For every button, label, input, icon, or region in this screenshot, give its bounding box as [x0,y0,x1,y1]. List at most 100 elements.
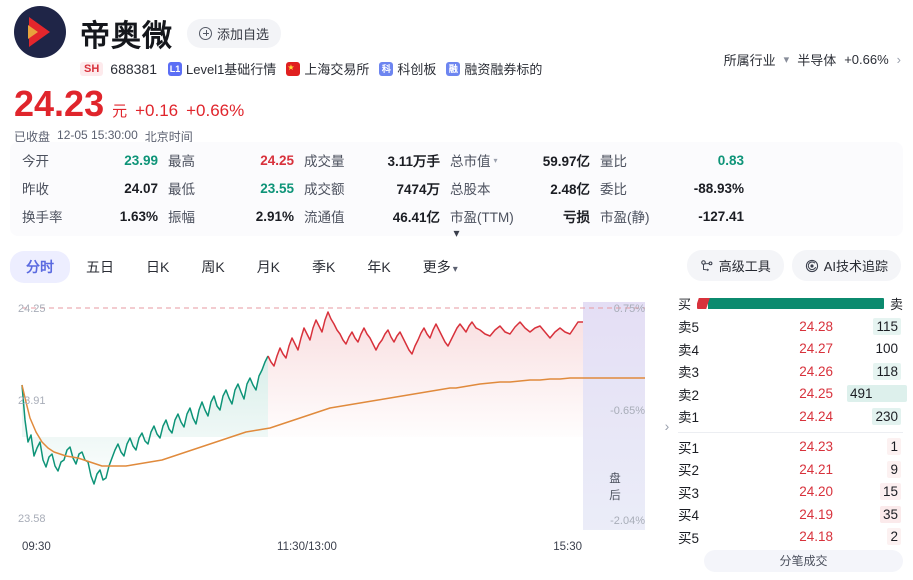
ai-radar-icon [805,259,818,272]
stats-collapse-toggle[interactable]: ▾ [453,226,460,240]
after-hours-label-char1: 盘 [609,471,621,485]
tag-exchange[interactable]: 上海交易所 [286,59,369,78]
header-top-row: 帝奥微 添加自选 [14,6,899,58]
x-axis-tick-midday: 11:30/13:00 [277,541,337,553]
tab-month-k[interactable]: 月K [256,259,281,275]
page-title: 帝奥微 [80,20,173,53]
ask-level: 卖5 [678,320,700,336]
expand-orderbook-button[interactable]: › [664,418,670,434]
tab-fenshi[interactable]: 分时 [10,251,70,283]
logo-chevron-shape [29,17,50,47]
chevron-down-icon[interactable]: ▾ [783,54,790,66]
tab-more[interactable]: 更多 ▾ [407,251,474,283]
market-status-row: 已收盘 12-05 15:30:00 北京时间 [14,128,899,145]
tag-level1[interactable]: L1 Level1基础行情 [168,59,276,78]
advanced-tools-button[interactable]: 高级工具 [686,250,784,281]
stat-label: 最低 [168,182,195,197]
stat-value: 0.83 [717,152,744,168]
level1-badge-icon: L1 [168,61,182,76]
ask-row[interactable]: 卖5 24.28 115 [678,315,903,338]
order-book: 买 卖 卖5 24.28 115 卖4 24.27 100 卖3 24.26 [674,292,913,572]
page-header: 帝奥微 添加自选 SH 688381 L1 Level1基础行情 上海交易所 科… [0,0,913,82]
price-unit: 元 [112,103,128,120]
ask-level: 卖1 [678,410,700,426]
chevron-down-icon: ▾ [493,155,498,165]
tab-year-k[interactable]: 年K [367,259,391,275]
stat-value: 亏损 [563,210,590,225]
industry-change: +0.66% [844,52,889,67]
ask-row[interactable]: 卖3 24.26 118 [678,360,903,383]
ask-volume: 115 [847,317,903,335]
stat-label: 今开 [22,154,49,169]
tab-five-day[interactable]: 五日 [86,259,114,275]
ask-volume: 230 [847,407,903,425]
chevron-right-icon[interactable]: › [896,52,901,67]
stat-label: 量比 [600,154,627,169]
ask-level: 卖3 [678,365,700,381]
after-hours-band [583,302,645,530]
intraday-chart-svg[interactable]: 24.25 23.91 23.58 0.75% -0.65% -2.04% 盘 … [0,292,660,560]
ask-level: 卖4 [678,342,700,358]
bid-volume: 1 [847,438,903,456]
stat-value: 3.11万手 [387,154,440,169]
ai-tracking-button[interactable]: AI技术追踪 [791,250,901,281]
stat-label-market-cap[interactable]: 总市值 ▾ [450,150,524,170]
ask-price: 24.27 [799,341,833,357]
after-hours-label-char2: 后 [609,489,621,502]
bid-row[interactable]: 买5 24.18 2 [678,526,903,549]
stat-label: 成交额 [304,182,345,197]
tag-star-market[interactable]: 科 科创板 [379,59,436,78]
stat-value: 2.91% [255,208,294,224]
margin-badge-icon: 融 [446,61,461,76]
intraday-chart[interactable]: 24.25 23.91 23.58 0.75% -0.65% -2.04% 盘 … [0,292,660,560]
buy-side-label: 买 [678,296,692,312]
stat-label: 换手率 [22,210,63,225]
ask-price: 24.24 [799,408,833,424]
add-favorite-button[interactable]: 添加自选 [187,18,282,48]
stats-grid: 今开 23.99 最高 24.25 成交量 3.11万手 总市值 ▾ 59.97… [16,150,897,226]
bid-row[interactable]: 买3 24.20 15 [678,481,903,504]
bid-price: 24.18 [799,529,833,545]
stat-value: 23.99 [124,152,158,168]
bid-volume: 2 [847,528,903,546]
ask-row[interactable]: 卖2 24.25 491 [678,383,907,406]
stat-label: 昨收 [22,182,49,197]
advanced-tools-icon [700,259,713,271]
tag-level1-label: Level1基础行情 [186,62,277,77]
chart-fill-green [22,356,268,484]
bid-row[interactable]: 买1 24.23 1 [678,436,903,459]
bid-row[interactable]: 买2 24.21 9 [678,458,903,481]
header-tag-row: SH 688381 L1 Level1基础行情 上海交易所 科 科创板 融 融资… [14,59,899,78]
tag-margin-trading[interactable]: 融 融资融券标的 [446,59,542,78]
bid-price: 24.20 [799,484,833,500]
bid-price: 24.21 [799,461,833,477]
bid-row[interactable]: 买4 24.19 35 [678,503,903,526]
plus-circle-icon [199,26,212,40]
industry-name: 半导体 [797,53,837,68]
ask-row[interactable]: 卖4 24.27 100 [678,338,903,361]
stat-label: 委比 [600,182,627,197]
ask-level: 卖2 [678,387,700,403]
y-axis-right-top: 0.75% [614,303,645,315]
bid-price: 24.23 [799,439,833,455]
tab-week-k[interactable]: 周K [201,259,225,275]
ratio-sell-segment [708,297,884,309]
ask-price: 24.25 [799,386,833,402]
stock-code: 688381 [110,60,157,77]
tag-exchange-label: 上海交易所 [304,62,370,77]
industry-selector[interactable]: 所属行业 ▾ 半导体 +0.66% › [724,50,901,69]
bid-volume: 15 [847,483,903,501]
stat-label: 市盈(静) [600,210,650,225]
tab-quarter-k[interactable]: 季K [312,259,336,275]
tab-day-k[interactable]: 日K [146,259,170,275]
bid-level: 买1 [678,440,700,456]
price-change-percent: +0.66% [186,101,245,120]
advanced-tools-label: 高级工具 [718,259,771,274]
ask-volume: 100 [875,341,898,357]
buy-sell-ratio-bar [697,297,884,309]
tag-star-market-label: 科创板 [397,62,437,77]
tick-detail-button[interactable]: 分笔成交 [704,550,903,572]
ask-row[interactable]: 卖1 24.24 230 [678,405,903,428]
stat-value: 24.25 [260,152,294,168]
price-line-up [267,311,583,367]
